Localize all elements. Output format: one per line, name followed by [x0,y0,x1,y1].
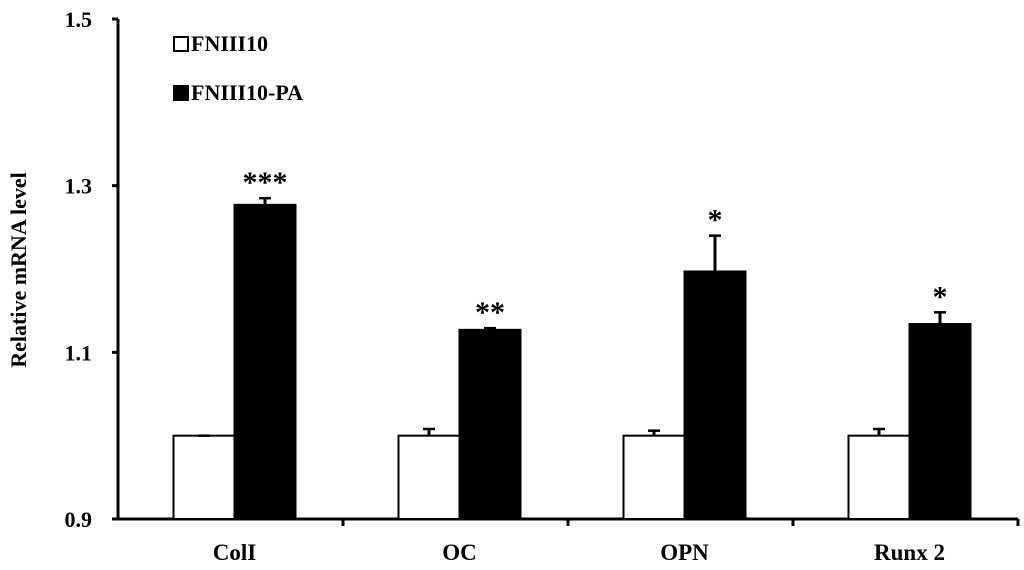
category-labels: ColI OC OPN Runx 2 [213,540,945,565]
bar-fniii10-pa-opn [683,270,747,520]
y-tick-label: 1.1 [65,340,93,365]
category-label: Runx 2 [874,540,945,565]
bar-fniii10-opn [622,434,686,520]
legend: FNIII10 FNIII10-PA [173,31,303,105]
bar-fniii10-pa-runx2 [908,323,972,520]
significance-marker: ** [475,296,505,329]
category-label: ColI [213,540,257,565]
y-ticks: 0.9 1.1 1.3 1.5 [65,7,118,532]
legend-swatch-fniii10-pa [173,85,189,101]
category-label: OC [442,540,477,565]
y-tick-label: 1.3 [65,174,93,199]
bar-fniii10-coli [172,434,236,520]
significance-marker: * [708,204,723,237]
error-bars [198,196,946,437]
legend-swatch-fniii10 [173,36,189,52]
significance-markers: ******* [243,166,948,329]
bar-fniii10-pa-oc [458,328,522,521]
bar-fniii10-oc [397,434,461,520]
bar-fniii10-pa-coli [233,203,297,520]
legend-label-fniii10-pa: FNIII10-PA [191,80,303,105]
x-ticks [341,519,1020,526]
y-axis-label: Relative mRNA level [6,172,31,368]
y-tick-label: 0.9 [65,507,93,532]
bar-fniii10-runx2 [847,434,911,520]
significance-marker: * [933,280,948,313]
y-tick-label: 1.5 [65,7,93,32]
category-label: OPN [660,540,709,565]
significance-marker: *** [243,166,288,199]
bars [172,203,972,521]
legend-label-fniii10: FNIII10 [191,31,268,56]
